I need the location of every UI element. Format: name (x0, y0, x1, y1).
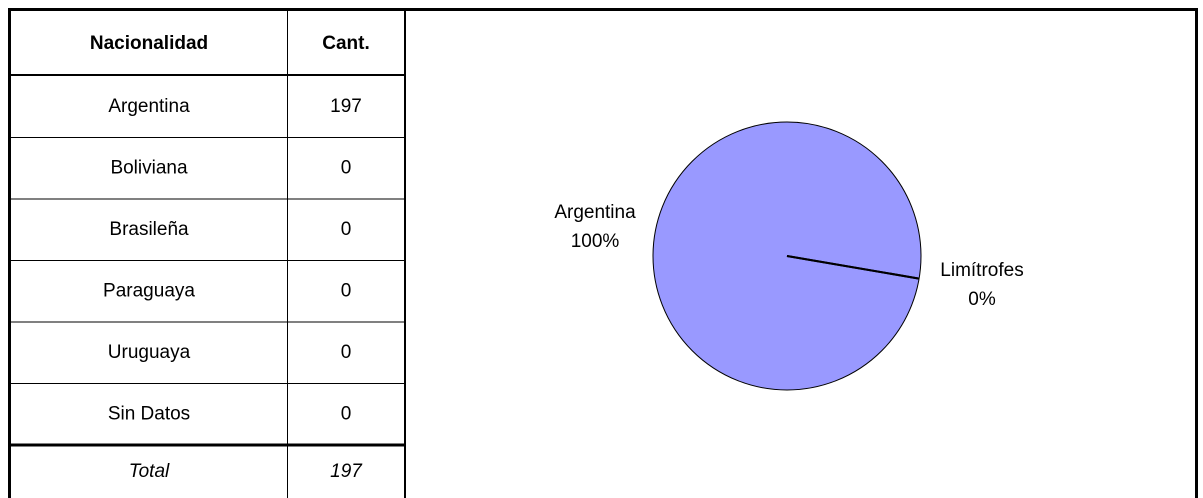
table-grid (8, 8, 1198, 498)
data-label-value: 0% (968, 289, 996, 310)
data-label-name: Argentina (554, 202, 636, 223)
cell: Paraguaya (103, 280, 195, 301)
total-cell: 197 (330, 461, 363, 482)
row-line (8, 198, 406, 200)
cell: Brasileña (109, 219, 189, 240)
slice-edge (786, 255, 920, 280)
row-line (8, 383, 406, 384)
right-border (1195, 8, 1198, 498)
header-cell: Nacionalidad (90, 33, 208, 54)
data-label-name: Limítrofes (940, 260, 1023, 281)
cell: 0 (341, 403, 352, 424)
header-cell: Cant. (322, 33, 370, 54)
cell: 0 (341, 280, 352, 301)
data-label-value: 100% (571, 231, 620, 252)
total-cell: Total (129, 461, 170, 482)
row-line (8, 74, 406, 76)
cell: 0 (341, 157, 352, 178)
table-right-border (404, 8, 406, 498)
cell: 0 (341, 219, 352, 240)
left-border (8, 8, 11, 498)
column-divider (287, 8, 288, 498)
cell: Sin Datos (108, 403, 190, 424)
cell: Argentina (108, 96, 190, 117)
top-border (8, 8, 1198, 11)
cell: Boliviana (110, 157, 188, 178)
row-line (8, 260, 406, 261)
total-line (8, 443, 406, 447)
row-line (8, 137, 406, 138)
cell: 0 (341, 342, 352, 363)
row-line (8, 321, 406, 323)
pie-slice (652, 121, 922, 391)
cell: 197 (330, 96, 362, 117)
cell: Uruguaya (108, 342, 191, 363)
